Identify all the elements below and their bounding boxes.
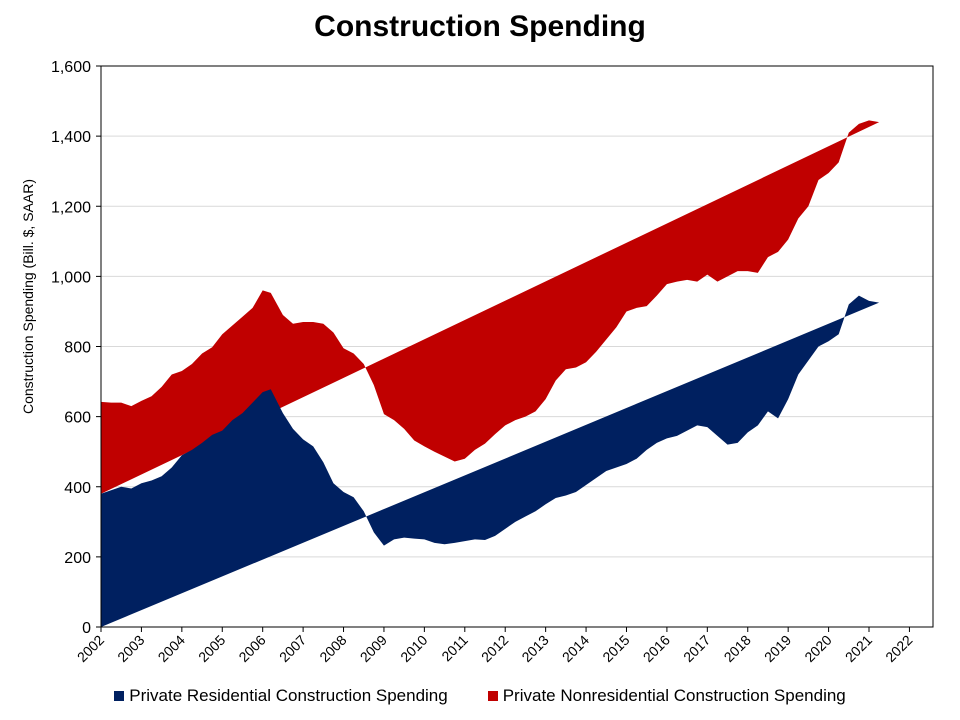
- y-axis: 0 200 400 600 800 1,000 1,200 1,400 1,600: [51, 59, 101, 637]
- x-axis: 2002 2003 2004 2005 2006 2007 2008 2009 2010 2011…: [74, 627, 916, 665]
- x-tick-label: 2010: [397, 632, 430, 665]
- legend: Private Residential Construction Spendin…: [0, 686, 960, 706]
- x-tick-label: 2013: [518, 632, 551, 665]
- y-tick-label: 800: [64, 340, 91, 357]
- x-tick-label: 2011: [438, 632, 471, 665]
- x-tick-label: 2018: [721, 632, 754, 665]
- x-tick-label: 2004: [155, 632, 188, 665]
- series-area-residential: [101, 295, 880, 627]
- y-tick-label: 0: [82, 620, 91, 637]
- y-tick-label: 200: [64, 550, 91, 567]
- x-tick-label: 2014: [559, 632, 592, 665]
- x-tick-label: 2022: [882, 632, 915, 665]
- x-tick-label: 2016: [640, 632, 673, 665]
- y-tick-label: 400: [64, 480, 91, 497]
- x-tick-label: 2020: [801, 632, 834, 665]
- x-tick-label: 2007: [276, 632, 309, 665]
- x-tick-label: 2006: [235, 632, 268, 665]
- x-tick-label: 2002: [74, 632, 107, 665]
- x-tick-label: 2003: [114, 632, 147, 665]
- x-tick-label: 2009: [357, 632, 390, 665]
- x-tick-label: 2017: [680, 632, 713, 665]
- chart-title: Construction Spending: [314, 10, 646, 43]
- y-tick-label: 600: [64, 410, 91, 427]
- y-tick-label: 1,000: [51, 269, 91, 286]
- legend-item-residential: Private Residential Construction Spendin…: [114, 686, 448, 706]
- legend-label-residential: Private Residential Construction Spendin…: [129, 686, 448, 705]
- x-tick-label: 2021: [842, 632, 875, 665]
- x-tick-label: 2019: [761, 632, 794, 665]
- legend-swatch-nonresidential: [487, 691, 498, 701]
- legend-swatch-residential: [114, 691, 125, 701]
- x-tick-label: 2008: [316, 632, 349, 665]
- series-area-nonresidential: [101, 120, 880, 494]
- x-tick-label: 2015: [599, 632, 632, 665]
- x-tick-label: 2005: [195, 632, 228, 665]
- area-layer: [101, 120, 880, 627]
- y-tick-label: 1,400: [51, 129, 91, 146]
- x-tick-label: 2012: [478, 632, 511, 665]
- y-tick-label: 1,200: [51, 199, 91, 216]
- legend-item-nonresidential: Private Nonresidential Construction Spen…: [487, 686, 846, 706]
- y-tick-label: 1,600: [51, 59, 91, 76]
- legend-label-nonresidential: Private Nonresidential Construction Spen…: [502, 686, 846, 705]
- y-axis-title: Construction Spending (Bill. $, SAAR): [20, 179, 36, 414]
